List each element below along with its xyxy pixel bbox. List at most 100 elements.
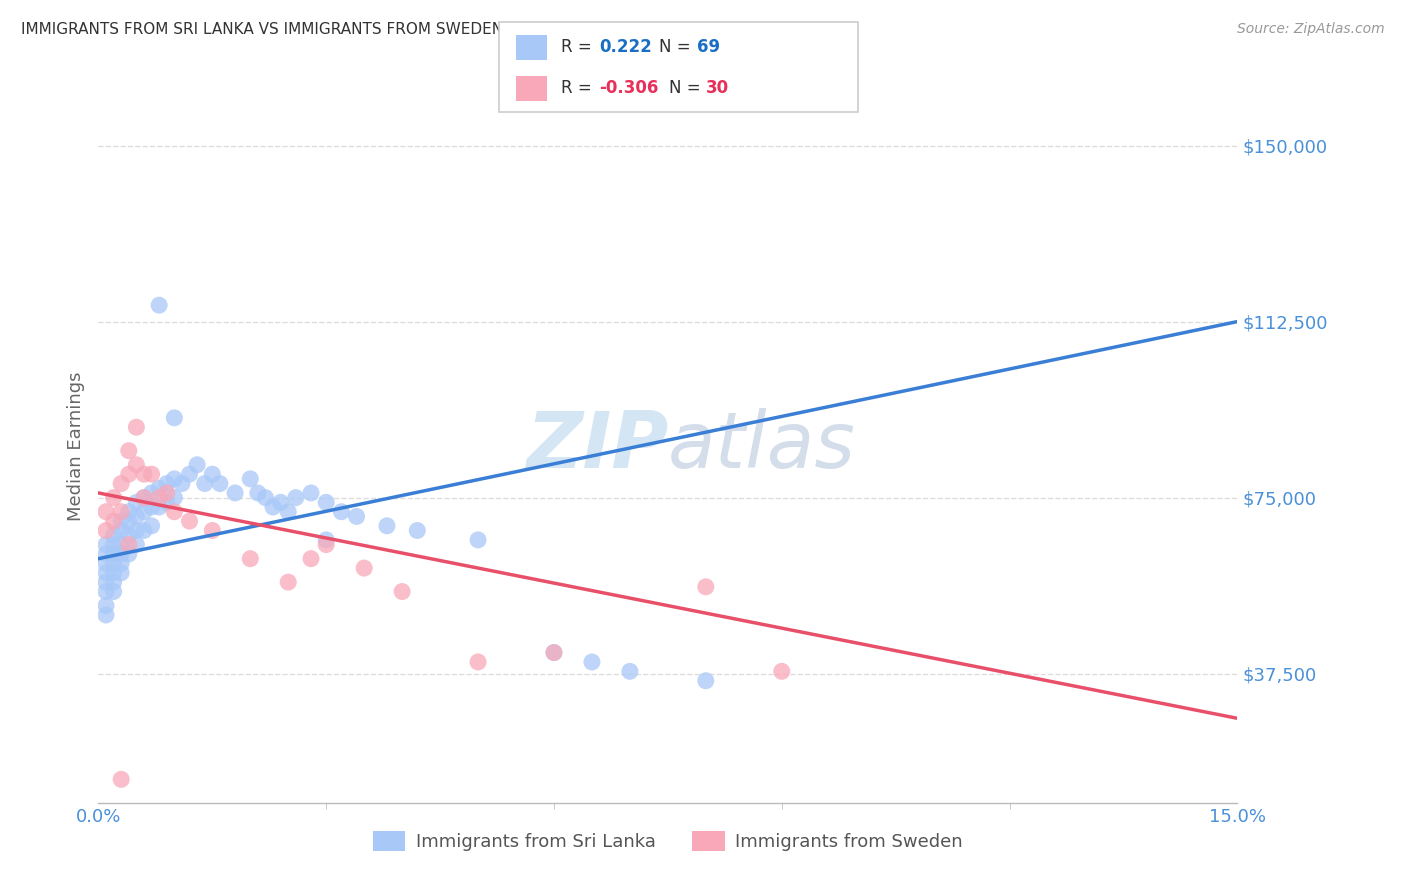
- Point: [246, 486, 269, 500]
- Point: [148, 298, 170, 312]
- Point: [141, 500, 163, 514]
- Point: [110, 547, 132, 561]
- Point: [110, 538, 132, 552]
- Point: [148, 481, 170, 495]
- Point: [103, 547, 125, 561]
- Point: [467, 533, 489, 547]
- Point: [619, 665, 641, 679]
- Point: [353, 561, 375, 575]
- Point: [156, 486, 179, 500]
- Point: [156, 495, 179, 509]
- Point: [118, 467, 141, 482]
- Point: [103, 538, 125, 552]
- Text: ZIP: ZIP: [526, 408, 668, 484]
- Point: [163, 505, 186, 519]
- Point: [315, 538, 337, 552]
- Point: [118, 514, 141, 528]
- Point: [194, 476, 217, 491]
- Text: R =: R =: [561, 38, 598, 56]
- Point: [110, 514, 132, 528]
- Text: Source: ZipAtlas.com: Source: ZipAtlas.com: [1237, 22, 1385, 37]
- Point: [239, 551, 262, 566]
- Point: [118, 538, 141, 552]
- Point: [132, 491, 155, 505]
- Point: [125, 524, 148, 538]
- Point: [391, 584, 413, 599]
- Point: [94, 538, 117, 552]
- Point: [467, 655, 489, 669]
- Point: [141, 486, 163, 500]
- Point: [110, 505, 132, 519]
- Point: [163, 410, 186, 425]
- Legend: Immigrants from Sri Lanka, Immigrants from Sweden: Immigrants from Sri Lanka, Immigrants fr…: [366, 823, 970, 858]
- Text: atlas: atlas: [668, 408, 856, 484]
- Point: [770, 665, 793, 679]
- Point: [94, 599, 117, 613]
- Point: [148, 500, 170, 514]
- Point: [125, 495, 148, 509]
- Point: [103, 584, 125, 599]
- Point: [132, 467, 155, 482]
- Point: [186, 458, 208, 472]
- Point: [299, 551, 322, 566]
- Point: [346, 509, 368, 524]
- Point: [118, 528, 141, 542]
- Point: [277, 505, 299, 519]
- Point: [94, 547, 117, 561]
- Point: [270, 495, 292, 509]
- Point: [118, 547, 141, 561]
- Point: [179, 514, 201, 528]
- Point: [110, 772, 132, 787]
- Point: [543, 646, 565, 660]
- Point: [125, 458, 148, 472]
- Point: [695, 673, 717, 688]
- Text: 0.222: 0.222: [599, 38, 652, 56]
- Point: [94, 557, 117, 571]
- Text: -0.306: -0.306: [599, 79, 658, 97]
- Point: [239, 472, 262, 486]
- Point: [315, 533, 337, 547]
- Y-axis label: Median Earnings: Median Earnings: [66, 371, 84, 521]
- Point: [148, 491, 170, 505]
- Point: [163, 472, 186, 486]
- Point: [330, 505, 353, 519]
- Point: [125, 538, 148, 552]
- Point: [125, 420, 148, 434]
- Text: 69: 69: [697, 38, 720, 56]
- Text: N =: N =: [659, 38, 696, 56]
- Point: [208, 476, 231, 491]
- Point: [284, 491, 307, 505]
- Point: [103, 491, 125, 505]
- Text: IMMIGRANTS FROM SRI LANKA VS IMMIGRANTS FROM SWEDEN MEDIAN EARNINGS CORRELATION : IMMIGRANTS FROM SRI LANKA VS IMMIGRANTS …: [21, 22, 824, 37]
- Point: [94, 524, 117, 538]
- Point: [201, 467, 224, 482]
- Point: [224, 486, 246, 500]
- Point: [141, 518, 163, 533]
- Point: [170, 476, 193, 491]
- Point: [132, 505, 155, 519]
- Point: [299, 486, 322, 500]
- Point: [125, 509, 148, 524]
- Point: [201, 524, 224, 538]
- Text: 30: 30: [706, 79, 728, 97]
- Point: [156, 476, 179, 491]
- Point: [103, 566, 125, 580]
- Point: [163, 491, 186, 505]
- Point: [581, 655, 603, 669]
- Point: [375, 518, 398, 533]
- Point: [94, 575, 117, 590]
- Point: [94, 566, 117, 580]
- Point: [132, 491, 155, 505]
- Text: N =: N =: [669, 79, 706, 97]
- Point: [103, 557, 125, 571]
- Point: [254, 491, 277, 505]
- Point: [94, 607, 117, 622]
- Point: [103, 514, 125, 528]
- Point: [103, 528, 125, 542]
- Text: R =: R =: [561, 79, 598, 97]
- Point: [103, 575, 125, 590]
- Point: [110, 566, 132, 580]
- Point: [315, 495, 337, 509]
- Point: [110, 476, 132, 491]
- Point: [94, 505, 117, 519]
